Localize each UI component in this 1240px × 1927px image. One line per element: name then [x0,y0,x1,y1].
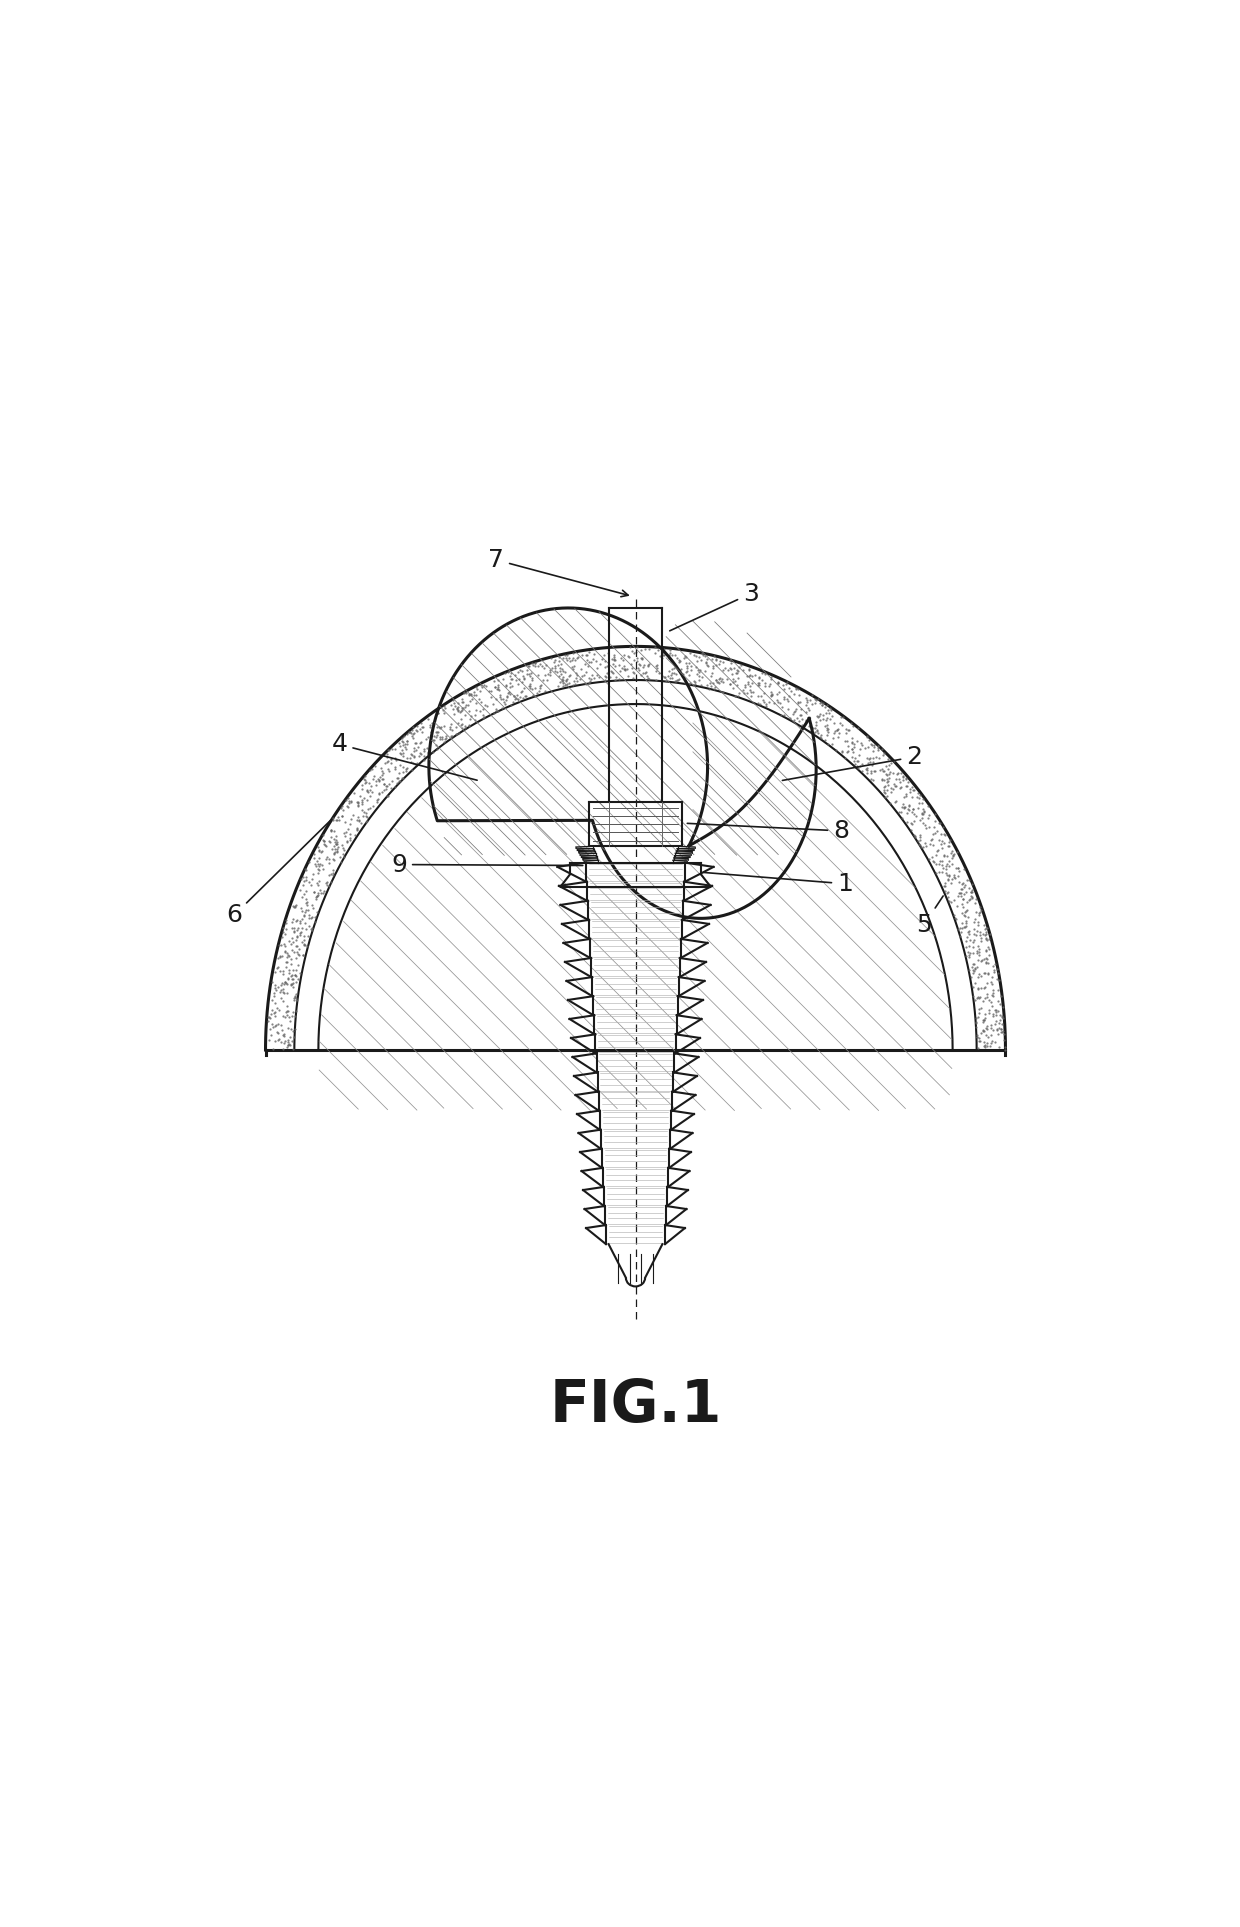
Text: 2: 2 [782,746,923,780]
Text: 6: 6 [226,821,330,927]
Text: 8: 8 [687,819,849,842]
Text: 4: 4 [331,732,477,780]
Text: FIG.1: FIG.1 [549,1378,722,1434]
Text: 7: 7 [489,547,629,597]
Text: 9: 9 [391,852,583,877]
Text: 1: 1 [703,871,853,896]
Text: 5: 5 [916,896,944,937]
Text: 3: 3 [670,582,759,630]
